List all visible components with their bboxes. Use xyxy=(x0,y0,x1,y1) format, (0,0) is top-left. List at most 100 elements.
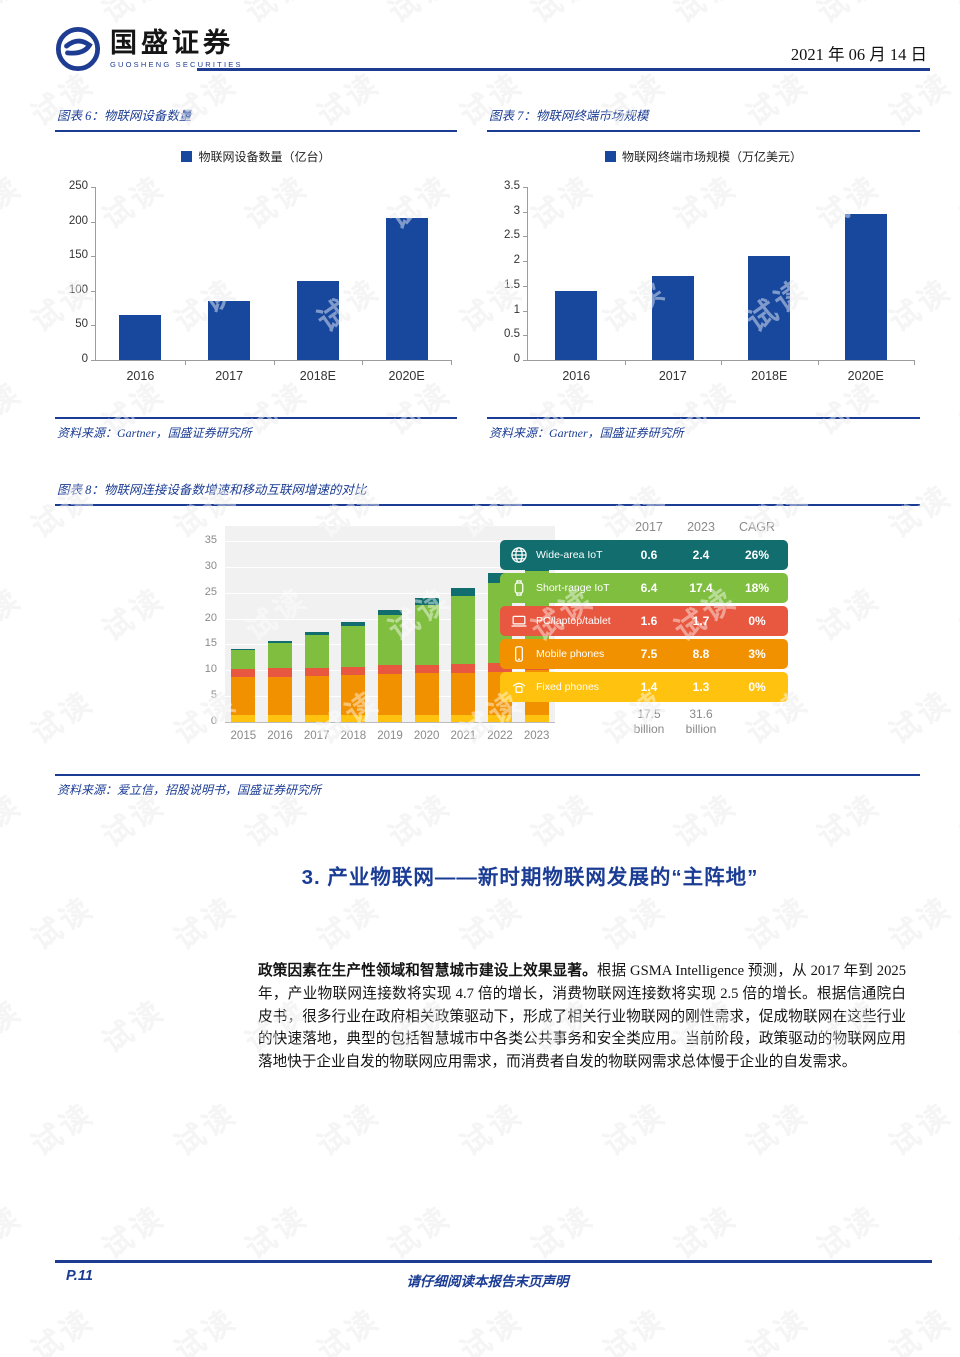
segment-mobile-phones xyxy=(304,675,329,715)
segment-wide-area-iot xyxy=(451,587,476,596)
mobile-icon xyxy=(515,646,523,662)
segment-wide-area-iot xyxy=(268,641,292,644)
segment-short-range-iot xyxy=(268,643,292,669)
y-axis-tick xyxy=(523,261,528,263)
bar-slot xyxy=(96,315,185,360)
logo-company-name-en: GUOSHENG SECURITIES xyxy=(110,59,243,69)
source-rule xyxy=(55,774,920,776)
segment-short-range-iot xyxy=(231,650,256,669)
segment-wide-area-iot xyxy=(304,631,329,635)
segment-pc-laptop-tablet xyxy=(378,665,403,674)
stacked-bar-2018 xyxy=(341,622,366,722)
x-axis-label: 2018E xyxy=(751,369,788,383)
x-axis-tick xyxy=(451,360,452,365)
bar-slot xyxy=(372,609,409,722)
bar-2018E xyxy=(296,281,339,360)
x-axis-tick xyxy=(721,360,722,365)
row-value: 8.8 xyxy=(692,647,710,661)
figure-6: 图表 6：物联网设备数量 物联网设备数量（亿台） 0 50 100 150 200 250… xyxy=(55,103,457,441)
segment-short-range-iot xyxy=(304,634,329,668)
bar-2020E xyxy=(385,218,428,360)
section-heading: 3. 产业物联网——新时期物联网发展的“主阵地” xyxy=(301,866,759,889)
figure-7-source: 资料来源：Gartner，国盛证券研究所 xyxy=(489,426,684,440)
laptop-icon xyxy=(511,615,527,627)
legend-label: 物联网设备数量（亿台） xyxy=(198,150,331,164)
caption-rule xyxy=(487,130,920,132)
row-label: Short-range IoT xyxy=(536,582,610,594)
segment-wide-area-iot xyxy=(378,609,403,615)
table-row-fixed-phones: Fixed phones 1.4 1.3 0% xyxy=(500,672,788,702)
y-axis-label: 20 xyxy=(204,611,217,624)
x-axis-label: 2023 xyxy=(523,730,550,742)
logo-icon xyxy=(55,26,101,72)
caption-rule xyxy=(55,504,920,506)
bar-2018E xyxy=(748,256,791,360)
stacked-bar-2017 xyxy=(304,631,329,722)
y-axis-label: 50 xyxy=(75,318,88,331)
figure-8: 图表 8：物联网连接设备数增速和移动互联网增速的对比 0 5 10 15 20 25 30 3… xyxy=(55,477,920,798)
table-row-short-range-iot: Short-range IoT 6.4 17.4 18% xyxy=(500,573,788,603)
row-value: 3% xyxy=(748,647,766,661)
figure-6-legend: 物联网设备数量（亿台） xyxy=(55,148,457,165)
y-axis-label: 150 xyxy=(68,249,88,262)
total-value: 17.5 xyxy=(637,707,661,721)
bars-container xyxy=(528,187,914,360)
report-date: 2021 年 06 月 14 日 xyxy=(790,45,927,64)
bar-chart-iot-devices: 0 50 100 150 200 250 2016 2017 2018E 2020E xyxy=(69,180,452,383)
legend-swatch-icon xyxy=(181,151,193,162)
row-value: 7.5 xyxy=(640,647,658,661)
table-totals-row: 17.5 billion 31.6 billion xyxy=(500,707,788,743)
bar-2016 xyxy=(555,290,598,360)
y-axis-label: 3.5 xyxy=(504,180,520,192)
bar-2017 xyxy=(651,275,694,360)
bar-slot xyxy=(262,641,299,722)
y-axis-label: 5 xyxy=(210,689,217,702)
source-rule xyxy=(487,417,920,419)
figure-7-chart: 物联网终端市场规模（万亿美元） 0 0.5 1 1.5 2 2.5 3 3.5 2016 2017… xyxy=(487,132,920,417)
y-axis-label: 0 xyxy=(81,353,88,365)
row-value: 1.3 xyxy=(692,680,710,694)
total-value: 31.6 xyxy=(689,707,713,721)
x-axis-label: 2020E xyxy=(847,369,884,383)
table-header-CAGR: CAGR xyxy=(738,520,776,534)
segment-mobile-phones xyxy=(378,673,403,715)
segment-fixed-phones xyxy=(341,714,366,722)
row-label: Fixed phones xyxy=(536,681,600,693)
y-axis-tick xyxy=(91,360,96,361)
row-value: 0% xyxy=(748,680,766,694)
bar-slot xyxy=(298,631,335,722)
source-rule xyxy=(55,417,457,419)
table-row-mobile-phones: Mobile phones 7.5 8.8 3% xyxy=(500,639,788,669)
x-axis-tick xyxy=(914,360,915,365)
row-value: 0.6 xyxy=(640,548,658,562)
row-label: Wide-area IoT xyxy=(536,549,603,561)
watch-icon xyxy=(514,580,524,596)
laptop-icon xyxy=(509,611,529,631)
header-rule xyxy=(197,68,930,71)
x-axis-label: 2017 xyxy=(215,369,244,383)
y-axis-tick xyxy=(523,285,528,287)
figure-7: 图表 7：物联网终端市场规模 物联网终端市场规模（万亿美元） 0 0.5 1 1.5 2… xyxy=(487,103,920,441)
bar-slot xyxy=(625,275,722,360)
bar-slot xyxy=(225,649,262,722)
y-axis-label: 0.5 xyxy=(504,328,520,341)
y-axis-tick xyxy=(91,187,96,188)
y-axis-label: 35 xyxy=(204,534,217,546)
body-paragraph: 政策因素在生产性领域和智慧城市建设上效果显著。根据 GSMA Intellige… xyxy=(258,960,906,1074)
y-axis-label: 1 xyxy=(513,303,520,316)
y-axis-label: 2 xyxy=(513,254,520,267)
x-axis-label: 2017 xyxy=(658,369,687,383)
segment-fixed-phones xyxy=(231,714,256,722)
row-label: PC/laptop/tablet xyxy=(536,615,611,627)
figure-7-legend: 物联网终端市场规模（万亿美元） xyxy=(487,148,920,165)
x-axis-label: 2018E xyxy=(299,369,336,383)
y-axis-tick xyxy=(91,325,96,327)
row-label: Mobile phones xyxy=(536,648,605,660)
table-header-2017: 2017 xyxy=(635,520,663,534)
x-axis-label: 2020E xyxy=(388,369,425,383)
bar-slot xyxy=(408,597,445,722)
row-value: 0% xyxy=(748,614,766,628)
x-axis-label: 2021 xyxy=(450,730,477,742)
row-value: 2.4 xyxy=(692,548,710,562)
